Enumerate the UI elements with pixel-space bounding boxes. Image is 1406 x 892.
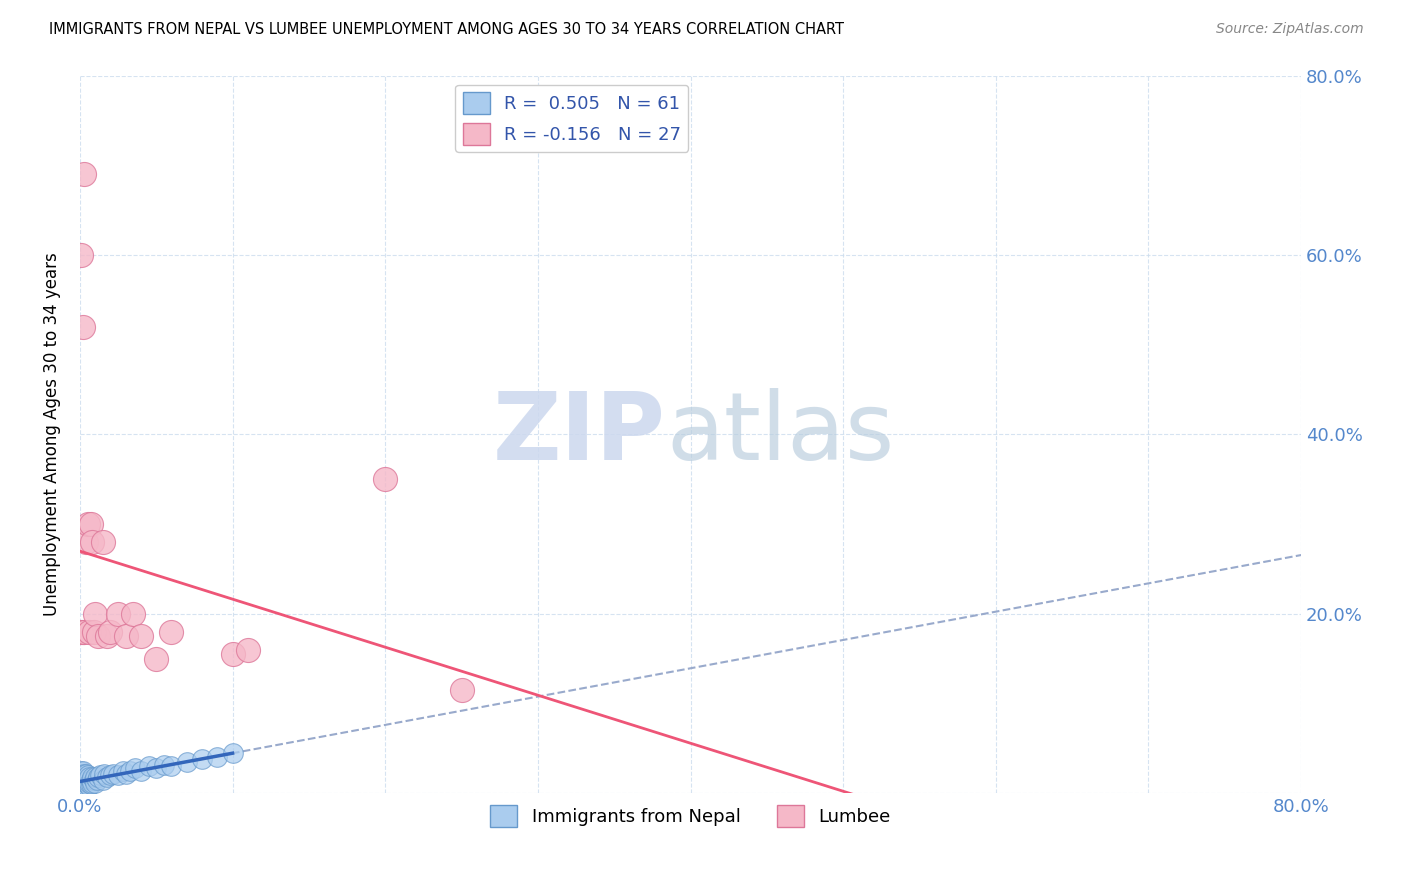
Point bbox=[70, 775, 93, 789]
Point bbox=[70, 766, 93, 780]
Point bbox=[72, 768, 94, 782]
Point bbox=[84, 775, 107, 789]
Point bbox=[153, 757, 176, 772]
Point bbox=[111, 764, 134, 778]
Point bbox=[70, 764, 93, 778]
Point bbox=[72, 770, 94, 784]
Point bbox=[160, 624, 183, 639]
Point bbox=[76, 517, 98, 532]
Legend: Immigrants from Nepal, Lumbee: Immigrants from Nepal, Lumbee bbox=[484, 798, 898, 835]
Point bbox=[221, 647, 243, 661]
Point bbox=[89, 768, 111, 782]
Point bbox=[70, 624, 93, 639]
Y-axis label: Unemployment Among Ages 30 to 34 years: Unemployment Among Ages 30 to 34 years bbox=[44, 252, 60, 616]
Point bbox=[450, 683, 472, 698]
Point bbox=[73, 777, 96, 791]
Point bbox=[72, 779, 94, 793]
Point bbox=[207, 750, 229, 764]
Point bbox=[79, 777, 101, 791]
Point bbox=[76, 768, 98, 782]
Point bbox=[75, 779, 97, 793]
Point bbox=[75, 766, 97, 780]
Point bbox=[73, 770, 96, 784]
Point bbox=[72, 781, 94, 796]
Point bbox=[77, 624, 100, 639]
Text: Source: ZipAtlas.com: Source: ZipAtlas.com bbox=[1216, 22, 1364, 37]
Point bbox=[191, 752, 214, 766]
Point bbox=[84, 607, 107, 621]
Point bbox=[76, 777, 98, 791]
Point bbox=[86, 772, 108, 787]
Point bbox=[374, 472, 396, 486]
Point bbox=[70, 783, 93, 797]
Text: IMMIGRANTS FROM NEPAL VS LUMBEE UNEMPLOYMENT AMONG AGES 30 TO 34 YEARS CORRELATI: IMMIGRANTS FROM NEPAL VS LUMBEE UNEMPLOY… bbox=[49, 22, 844, 37]
Point bbox=[236, 642, 259, 657]
Point bbox=[87, 770, 110, 784]
Point bbox=[129, 629, 152, 643]
Point bbox=[145, 652, 167, 666]
Point bbox=[120, 764, 142, 778]
Point bbox=[96, 770, 118, 784]
Point bbox=[91, 535, 114, 549]
Point bbox=[107, 768, 129, 782]
Text: ZIP: ZIP bbox=[494, 388, 666, 481]
Point bbox=[80, 775, 103, 789]
Point bbox=[84, 770, 107, 784]
Point bbox=[79, 517, 101, 532]
Point bbox=[70, 248, 93, 262]
Point bbox=[77, 775, 100, 789]
Point bbox=[176, 755, 198, 769]
Point bbox=[79, 772, 101, 787]
Point bbox=[221, 746, 243, 760]
Point bbox=[129, 764, 152, 778]
Point bbox=[93, 766, 115, 780]
Point bbox=[100, 768, 122, 782]
Point bbox=[96, 629, 118, 643]
Point bbox=[70, 781, 93, 796]
Point bbox=[160, 759, 183, 773]
Point bbox=[70, 772, 93, 787]
Point bbox=[73, 624, 96, 639]
Point bbox=[91, 772, 114, 787]
Point bbox=[138, 759, 160, 773]
Point bbox=[83, 772, 105, 787]
Point bbox=[100, 624, 122, 639]
Point bbox=[75, 775, 97, 789]
Point bbox=[70, 770, 93, 784]
Point bbox=[75, 535, 97, 549]
Point bbox=[73, 167, 96, 181]
Point bbox=[73, 766, 96, 780]
Point bbox=[72, 624, 94, 639]
Point bbox=[83, 624, 105, 639]
Point bbox=[72, 319, 94, 334]
Point bbox=[72, 772, 94, 787]
Point bbox=[103, 766, 125, 780]
Point bbox=[80, 535, 103, 549]
Point bbox=[124, 761, 146, 775]
Point bbox=[145, 761, 167, 775]
Point bbox=[77, 770, 100, 784]
Point bbox=[87, 629, 110, 643]
Point bbox=[114, 629, 136, 643]
Point bbox=[77, 779, 100, 793]
Point bbox=[80, 770, 103, 784]
Point bbox=[70, 779, 93, 793]
Point bbox=[122, 607, 145, 621]
Point bbox=[72, 764, 94, 778]
Point bbox=[73, 772, 96, 787]
Point bbox=[76, 772, 98, 787]
Point bbox=[70, 777, 93, 791]
Text: atlas: atlas bbox=[666, 388, 894, 481]
Point bbox=[70, 768, 93, 782]
Point bbox=[75, 770, 97, 784]
Point bbox=[107, 607, 129, 621]
Point bbox=[72, 777, 94, 791]
Point bbox=[114, 766, 136, 780]
Point bbox=[73, 781, 96, 796]
